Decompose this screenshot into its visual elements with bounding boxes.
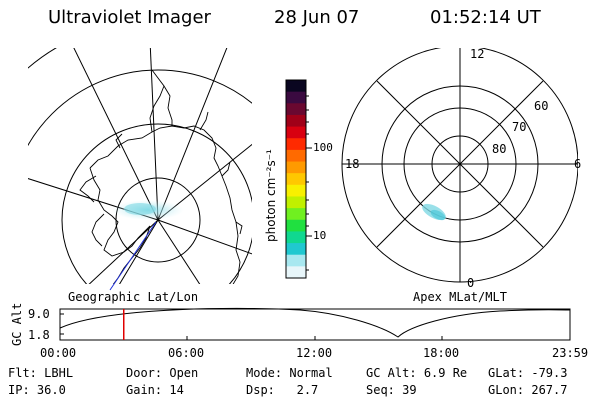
xtick-1800: 18:00 [423,346,460,360]
colorbar-band [286,161,306,174]
xtick-2359: 23:59 [552,346,589,360]
info-flt: Flt: LBHL [8,366,74,380]
colorbar-band [286,184,306,198]
colorbar-band [286,173,306,186]
colorbar-band [286,243,306,256]
mlt-label-0: 0 [467,276,475,290]
colorbar-band [286,219,306,233]
colorbar-band [286,266,306,279]
colorbar-band [286,91,306,104]
colorbar-band [286,80,306,93]
observation-time: 01:52:14 UT [430,7,541,28]
colorbar-band [286,149,306,163]
info-door: Door: Open [126,366,199,380]
colorbar-band [286,231,306,244]
colorbar-label-100: 100 [313,141,333,154]
xtick-0600: 06:00 [168,346,205,360]
info-mode: Mode: Normal [246,366,333,380]
info-dsp: Dsp: 2.7 [246,383,319,397]
mlt-label-6: 6 [574,157,582,171]
altitude-ytick-1-8: 1.8 [28,328,50,342]
colorbar-band [286,138,306,151]
info-ip: IP: 36.0 [8,383,66,397]
altitude-ylabel: GC Alt [10,302,24,346]
geographic-label: Geographic Lat/Lon [68,290,199,304]
mlat-label-70: 70 [512,120,527,134]
mlat-label-60: 60 [534,99,549,113]
colorbar-band [286,254,306,267]
mlat-label-80: 80 [492,142,507,156]
colorbar-band [286,126,306,139]
xtick-1200: 12:00 [296,346,333,360]
colorbar-band [286,196,306,209]
info-gain: Gain: 14 [126,383,184,397]
info-glat: GLat: -79.3 [488,366,568,380]
xtick-0000: 00:00 [40,346,77,360]
mlt-label-18: 18 [345,157,360,171]
colorbar-band [286,114,306,128]
mlt-label-12: 12 [470,47,485,61]
colorbar-band [286,208,306,221]
info-gc-alt: GC Alt: 6.9 Re [366,366,468,380]
observation-date: 28 Jun 07 [274,7,360,28]
info-glon: GLon: 267.7 [488,383,568,397]
altitude-ytick-9: 9.0 [28,307,50,321]
apex-label: Apex MLat/MLT [413,290,507,304]
instrument-title: Ultraviolet Imager [48,7,211,28]
info-seq: Seq: 39 [366,383,417,397]
altitude-curve [59,307,571,338]
colorbar-label-10: 10 [313,229,327,242]
colorbar-band [286,103,306,116]
